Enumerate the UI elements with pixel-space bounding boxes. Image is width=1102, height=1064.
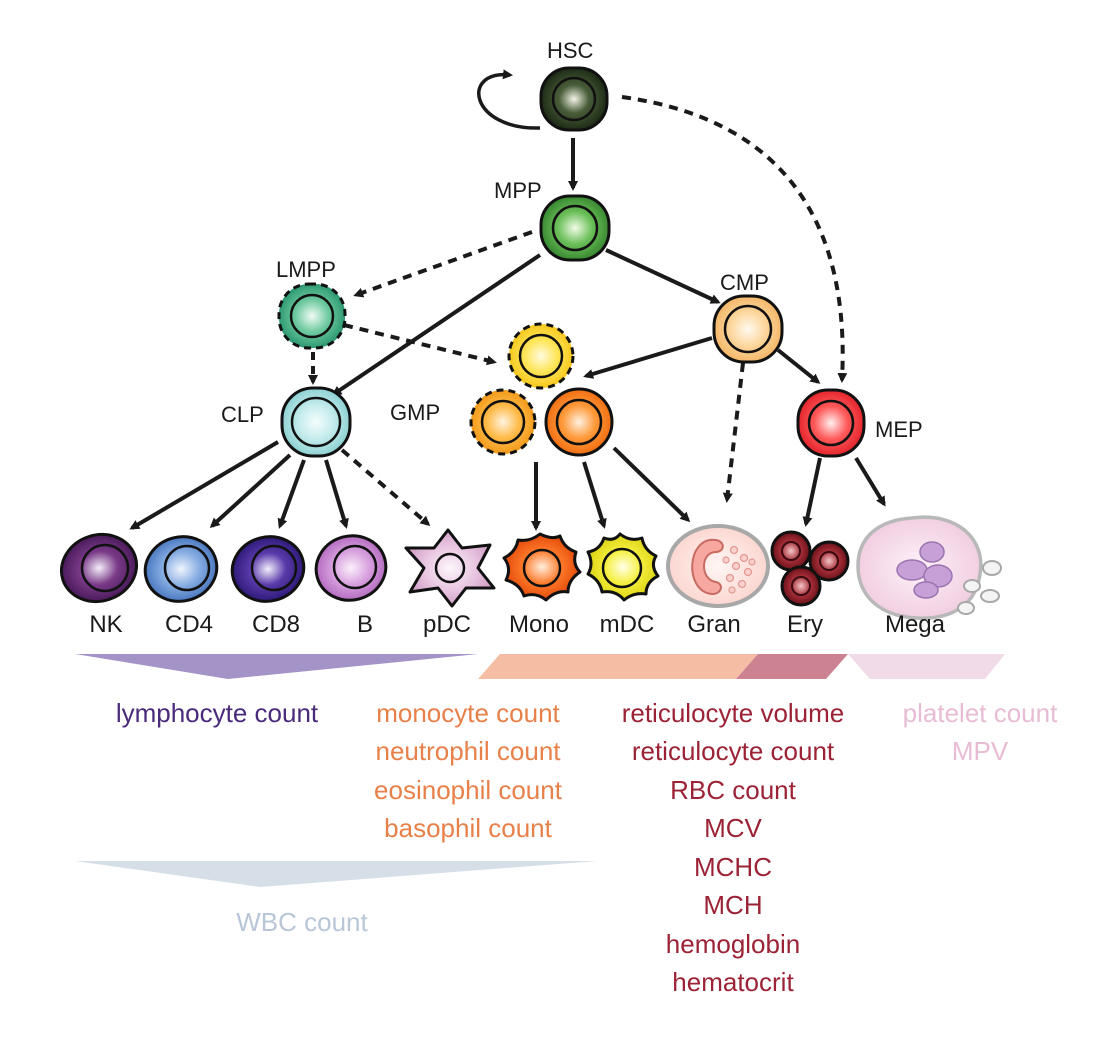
cell-mono <box>502 532 582 602</box>
trait-platelet-count: platelet count <box>903 698 1058 728</box>
mega-nucleus <box>896 541 953 599</box>
cell-mpp <box>539 194 611 262</box>
trait-monocyte-count: monocyte count <box>376 698 560 728</box>
label-cd8: CD8 <box>252 611 300 638</box>
trait-basophil-count: basophil count <box>384 813 552 843</box>
cell-ery <box>770 530 850 607</box>
arrow-gmp-to-mdc <box>582 461 607 529</box>
trait-mcv: MCV <box>704 813 762 843</box>
trait-mchc: MCHC <box>694 852 772 882</box>
arrow-clp-to-cd4 <box>209 453 292 529</box>
cell-b <box>314 534 388 602</box>
arrow-clp-to-nk <box>129 440 280 530</box>
traits-myeloid: monocyte count neutrophil count eosinoph… <box>374 698 563 843</box>
trait-eosinophil-count: eosinophil count <box>374 775 563 805</box>
label-gmp: GMP <box>390 400 440 425</box>
label-clp: CLP <box>221 402 264 427</box>
label-mono: Mono <box>509 611 569 638</box>
trait-lymphocyte-count: lymphocyte count <box>116 698 319 728</box>
label-nk: NK <box>89 611 122 638</box>
label-hsc: HSC <box>547 38 594 63</box>
cell-gmp-left <box>469 388 537 456</box>
label-b: B <box>357 611 373 638</box>
arrow-gmp-to-gran <box>612 446 691 523</box>
trait-hemoglobin: hemoglobin <box>666 929 800 959</box>
arrow-clp-to-b <box>324 459 349 529</box>
trait-mch: MCH <box>703 890 762 920</box>
label-pdc: pDC <box>423 611 471 638</box>
funnel-wbc <box>75 861 597 887</box>
label-lmpp: LMPP <box>276 257 336 282</box>
arrow-hsc-self-renewal <box>477 69 541 130</box>
trait-neutrophil-count: neutrophil count <box>375 736 561 766</box>
cell-cmp <box>712 294 784 364</box>
traits-wbc: WBC count <box>236 907 368 937</box>
traits-lymphoid: lymphocyte count <box>116 698 319 728</box>
label-mep: MEP <box>875 417 923 442</box>
cell-mep <box>796 388 866 458</box>
cell-cd8 <box>230 535 306 603</box>
cell-clp <box>280 386 352 458</box>
label-mdc: mDC <box>600 611 655 638</box>
label-cd4: CD4 <box>165 611 213 638</box>
funnel-lymphoid <box>75 654 478 679</box>
arrow-lmpp-to-gmp <box>343 323 497 366</box>
cell-gmp-right <box>544 387 614 457</box>
cell-gmp-top <box>507 322 575 390</box>
trait-reticulocyte-volume: reticulocyte volume <box>622 698 845 728</box>
lineage-arrows <box>129 69 886 531</box>
cell-hsc <box>539 66 609 132</box>
funnel-myeloid <box>478 654 758 679</box>
funnel-erythroid <box>736 654 848 679</box>
label-gran: Gran <box>687 611 740 638</box>
arrow-mpp-to-lmpp <box>353 230 533 298</box>
arrow-cmp-to-mep <box>776 348 821 384</box>
label-mega: Mega <box>885 611 946 638</box>
label-mpp: MPP <box>494 178 542 203</box>
arrow-cmp-to-gran <box>722 362 745 503</box>
arrow-hsc-to-mep <box>621 95 848 383</box>
label-ery: Ery <box>787 611 823 638</box>
trait-reticulocyte-count: reticulocyte count <box>632 736 835 766</box>
cell-mega <box>856 515 1002 620</box>
arrow-mep-to-mega <box>854 456 886 507</box>
granule-dots <box>722 545 756 594</box>
cell-cd4 <box>143 535 219 603</box>
arrow-clp-to-cd8 <box>277 459 306 529</box>
cell-pdc <box>404 528 496 608</box>
platelets <box>957 560 1002 615</box>
traits-erythroid: reticulocyte volume reticulocyte count R… <box>622 698 845 997</box>
cell-mdc <box>586 532 660 602</box>
cell-gran <box>666 524 770 608</box>
traits-platelet: platelet count MPV <box>903 698 1058 766</box>
arrow-mpp-to-cmp <box>605 248 721 304</box>
funnel-platelet <box>848 654 1005 679</box>
arrow-clp-to-pdc <box>340 448 431 526</box>
trait-rbc-count: RBC count <box>670 775 796 805</box>
trait-wbc-count: WBC count <box>236 907 368 937</box>
trait-mpv: MPV <box>952 736 1009 766</box>
arrow-cmp-to-gmp <box>583 336 713 379</box>
arrow-mpp-to-clp <box>331 253 542 396</box>
trait-hematocrit: hematocrit <box>672 967 794 997</box>
label-cmp: CMP <box>720 270 769 295</box>
cell-lmpp <box>277 282 347 350</box>
arrow-mep-to-ery <box>802 457 822 527</box>
cell-nk <box>59 532 139 604</box>
